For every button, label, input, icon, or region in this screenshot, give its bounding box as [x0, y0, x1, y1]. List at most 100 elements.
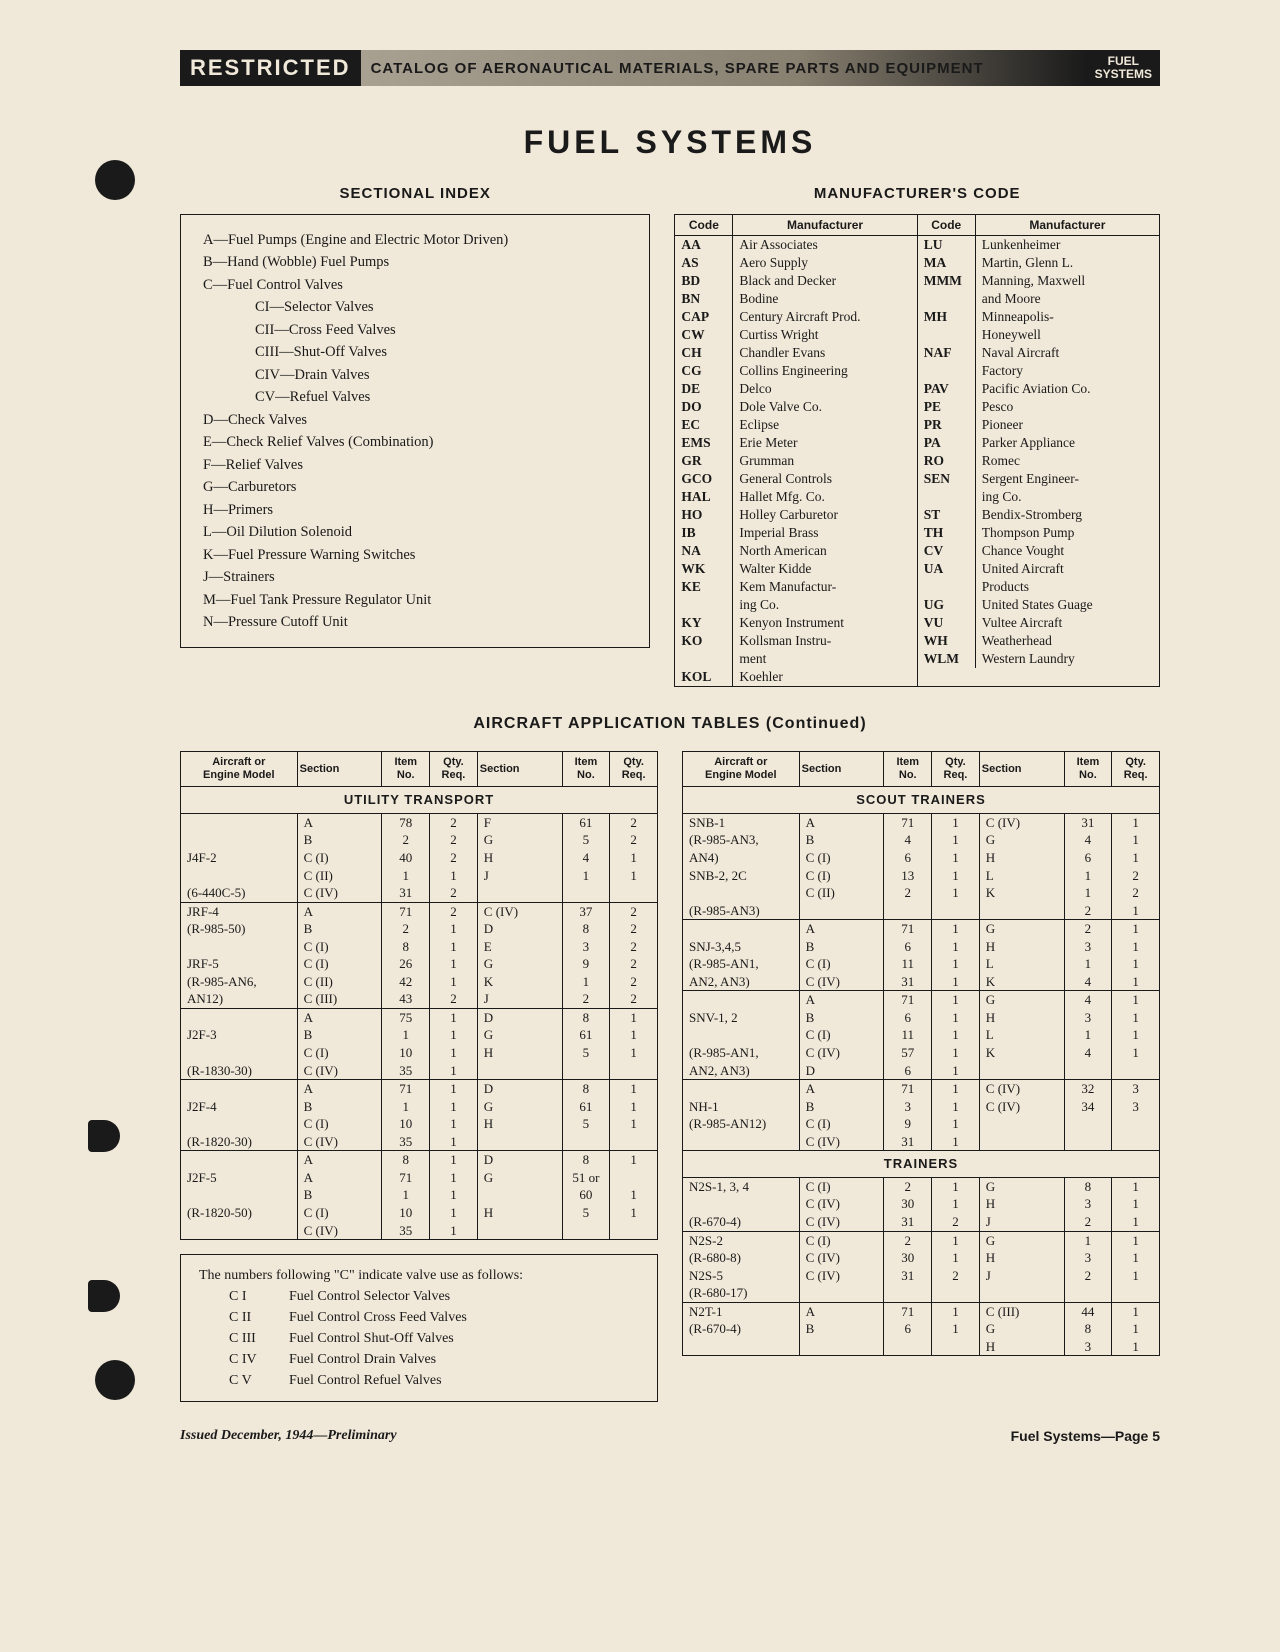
mfr-name: Martin, Glenn L.: [976, 254, 1159, 272]
table-cell: [1112, 1115, 1160, 1133]
mfr-name: Aero Supply: [733, 254, 916, 272]
mfr-name: Imperial Brass: [733, 524, 916, 542]
table-cell: 1: [430, 1080, 478, 1098]
mfr-col-code: Code: [918, 215, 976, 235]
table-cell: [1112, 1062, 1160, 1080]
table-cell: G: [979, 991, 1064, 1009]
mfr-row: KYKenyon Instrument: [675, 614, 916, 632]
mfr-row: Honeywell: [918, 326, 1159, 344]
table-cell: 2: [1112, 884, 1160, 902]
table-cell: B: [799, 1320, 884, 1338]
table-cell: 3: [884, 1098, 932, 1116]
table-cell: 2: [430, 831, 478, 849]
table-cell: 1: [932, 1080, 980, 1098]
table-row: NH-1B31C (IV)343: [683, 1098, 1160, 1116]
mfr-row: KEKem Manufactur-: [675, 578, 916, 596]
table-cell: 1: [1112, 1213, 1160, 1231]
table-cell: [477, 1222, 562, 1240]
table-cell: [181, 1186, 298, 1204]
table-cell: 2: [430, 884, 478, 902]
table-cell: 1: [430, 1044, 478, 1062]
table-cell: [979, 1133, 1064, 1151]
notes-code: C III: [229, 1328, 289, 1349]
table-cell: 32: [1064, 1080, 1112, 1098]
table-cell: 60: [562, 1186, 610, 1204]
table-cell: [683, 884, 800, 902]
mfr-name: Black and Decker: [733, 272, 916, 290]
table-row: A711G41: [683, 991, 1160, 1009]
mfr-code: KY: [675, 614, 733, 632]
table-cell: 1: [430, 1204, 478, 1222]
table-cell: 31: [884, 1133, 932, 1151]
table-cell: 1: [430, 867, 478, 885]
punch-hole: [95, 160, 135, 200]
table-cell: [979, 1115, 1064, 1133]
table-cell: (R-985-AN3): [683, 902, 800, 920]
table-cell: [562, 1133, 610, 1151]
table-cell: C (II): [297, 973, 382, 991]
table-cell: [181, 867, 298, 885]
table-cell: C (IV): [979, 813, 1064, 831]
mfr-row: MMMManning, Maxwell: [918, 272, 1159, 290]
table-cell: J2F-4: [181, 1098, 298, 1116]
table-cell: 1: [932, 1009, 980, 1027]
table-cell: 1: [1112, 1320, 1160, 1338]
table-cell: 2: [884, 1231, 932, 1249]
table-cell: [799, 902, 884, 920]
table-cell: 3: [1064, 1249, 1112, 1267]
table-header: Section: [477, 752, 562, 787]
table-cell: 1: [932, 1133, 980, 1151]
table-cell: 30: [884, 1195, 932, 1213]
page-title: FUEL SYSTEMS: [180, 124, 1160, 161]
table-cell: [181, 831, 298, 849]
mfr-row: NAFNaval Aircraft: [918, 344, 1159, 362]
punch-hole: [88, 1120, 120, 1152]
table-cell: D: [477, 1008, 562, 1026]
table-cell: 37: [562, 902, 610, 920]
mfr-code: [918, 290, 976, 308]
table-cell: 35: [382, 1062, 430, 1080]
table-row: SNJ-3,4,5B61H31: [683, 938, 1160, 956]
table-cell: 1: [932, 1231, 980, 1249]
table-cell: 1: [932, 867, 980, 885]
mfr-name: United States Guage: [976, 596, 1159, 614]
mfr-name: Hallet Mfg. Co.: [733, 488, 916, 506]
mfr-code: NA: [675, 542, 733, 560]
table-cell: [477, 1133, 562, 1151]
table-cell: 8: [1064, 1177, 1112, 1195]
table-cell: 1: [932, 1115, 980, 1133]
mfr-name: Erie Meter: [733, 434, 916, 452]
table-cell: 3: [1112, 1098, 1160, 1116]
table-cell: K: [979, 973, 1064, 991]
table-cell: C (IV): [297, 1133, 382, 1151]
table-row: JRF-5C (I)261G92: [181, 955, 658, 973]
mfr-code: UG: [918, 596, 976, 614]
table-cell: 1: [1112, 973, 1160, 991]
table-row: C (I)101H51: [181, 1115, 658, 1133]
table-cell: (R-985-AN3,: [683, 831, 800, 849]
table-cell: C (I): [297, 849, 382, 867]
table-cell: [562, 884, 610, 902]
table-header: Aircraft orEngine Model: [683, 752, 800, 787]
table-cell: 1: [932, 1026, 980, 1044]
table-cell: [932, 1338, 980, 1356]
mfr-code: CH: [675, 344, 733, 362]
table-row: AN4)C (I)61H61: [683, 849, 1160, 867]
table-cell: 1: [430, 938, 478, 956]
table-cell: 78: [382, 813, 430, 831]
table-cell: [979, 1284, 1064, 1302]
table-cell: 2: [610, 990, 658, 1008]
table-row: J4F-2C (I)402H41: [181, 849, 658, 867]
table-cell: 1: [1112, 955, 1160, 973]
restricted-label: RESTRICTED: [180, 50, 361, 86]
table-cell: G: [979, 1231, 1064, 1249]
mfr-name: Walter Kidde: [733, 560, 916, 578]
table-row: (R-985-AN3,B41G41: [683, 831, 1160, 849]
table-cell: 1: [1112, 831, 1160, 849]
mfr-row: ASAero Supply: [675, 254, 916, 272]
index-subitem: CII—Cross Feed Valves: [255, 319, 627, 341]
mfr-name: Thompson Pump: [976, 524, 1159, 542]
table-cell: [1064, 1062, 1112, 1080]
table-cell: 71: [884, 991, 932, 1009]
table-cell: 61: [562, 1098, 610, 1116]
